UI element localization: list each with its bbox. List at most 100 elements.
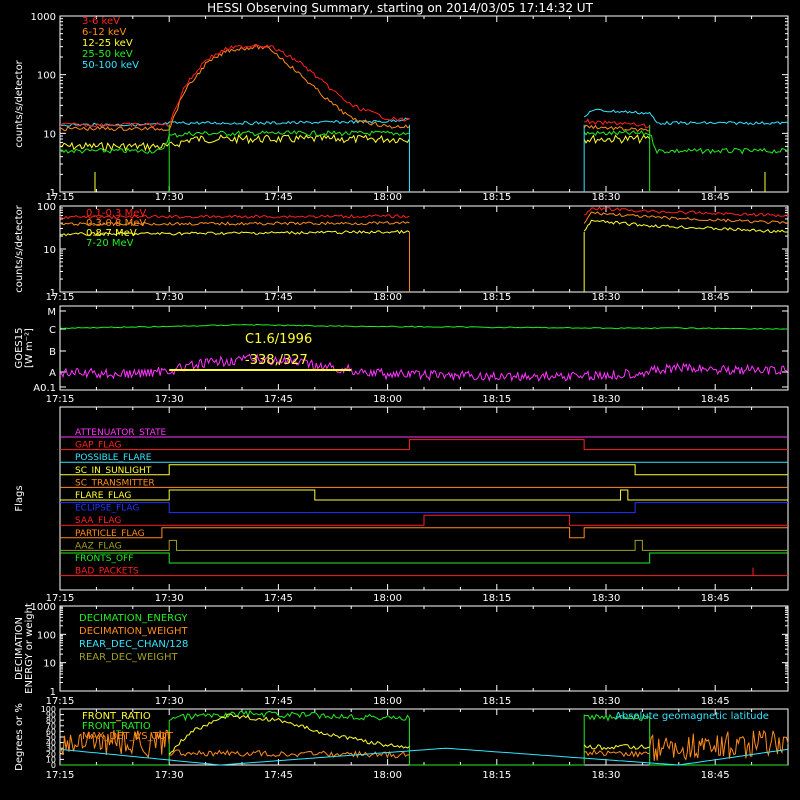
max-det-line <box>584 748 650 758</box>
y-tick-label: 10 <box>43 245 56 256</box>
high-energy-line-0 <box>584 206 789 218</box>
ratio-tick-label: 90 <box>46 711 56 720</box>
time-tick-label: 17:45 <box>264 192 293 203</box>
y-tick-label: 1 <box>50 687 56 698</box>
goes-long-line <box>59 323 788 330</box>
time-tick-label: 17:30 <box>155 593 184 604</box>
time-tick-label: 17:45 <box>264 593 293 604</box>
time-tick-label: 18:30 <box>592 696 621 707</box>
max-det-line <box>169 749 410 759</box>
flag-label-particle_flag: PARTICLE_FLAG <box>75 529 145 539</box>
legend-rates-4: 50-100 keV <box>82 60 139 71</box>
legend-geomag: Absolute geomagnetic latitude <box>615 711 769 722</box>
ylabel-rates: counts/s/detector <box>14 59 25 147</box>
legend-high-energy-3: 7-20 MeV <box>86 238 134 249</box>
flag-line-sc_in_sunlight <box>60 464 788 476</box>
legend-rates-3: 25-50 keV <box>82 49 133 60</box>
front-ratio-green <box>408 718 585 766</box>
ratio-tick-label: 50 <box>46 733 56 742</box>
rate-line-1 <box>59 44 410 132</box>
goes-tick-label: M <box>47 307 56 318</box>
time-tick-label: 18:15 <box>482 770 511 781</box>
time-tick-label: 18:00 <box>373 696 402 707</box>
time-tick-label: 18:15 <box>482 394 511 405</box>
time-tick-label: 18:15 <box>482 593 511 604</box>
flag-label-bad_packets: BAD_PACKETS <box>75 567 139 577</box>
ratio-tick-label: 70 <box>46 722 56 731</box>
rate-line-3 <box>59 130 410 154</box>
ratio-tick-label: 60 <box>46 727 56 736</box>
time-tick-label: 18:00 <box>373 292 402 303</box>
y-tick-label: 1000 <box>31 602 56 613</box>
goes-tick-label: A <box>49 368 56 379</box>
legend-rates-2: 12-25 keV <box>82 38 133 49</box>
ratio-tick-label: 40 <box>46 739 56 748</box>
high-energy-line-0 <box>59 214 410 220</box>
high-energy-line-1 <box>59 221 410 227</box>
front-ratio-yellow <box>583 744 650 751</box>
flag-label-eclipse_flag: ECLIPSE_FLAG <box>75 504 139 514</box>
ylabel-goes: GOES15 <box>14 327 25 368</box>
time-tick-label: 18:15 <box>482 292 511 303</box>
flag-line-fronts_off <box>60 552 788 564</box>
rate-line-2 <box>59 133 410 152</box>
time-tick-label: 17:30 <box>155 696 184 707</box>
time-tick-label: 17:45 <box>264 770 293 781</box>
high-energy-line-2 <box>59 229 410 237</box>
goes-tick-label: A0.1 <box>33 383 56 394</box>
legend-decimation-0: DECIMATION_ENERGY <box>79 613 188 624</box>
ratio-tick-label: 80 <box>46 716 56 725</box>
rate-line-0 <box>59 44 410 128</box>
ratio-tick-label: 10 <box>46 755 56 764</box>
ratio-tick-label: 30 <box>46 744 56 753</box>
time-tick-label: 18:00 <box>373 770 402 781</box>
legend-high-energy-0: 0.1-0.3 MeV <box>86 208 146 219</box>
time-tick-label: 18:30 <box>592 593 621 604</box>
time-tick-label: 18:45 <box>701 292 730 303</box>
time-tick-label: 17:15 <box>46 192 75 203</box>
flag-line-saa_flag <box>60 514 788 526</box>
high-energy-line-1 <box>583 211 789 225</box>
time-tick-label: 18:30 <box>592 292 621 303</box>
front-ratio-green <box>583 713 650 764</box>
ylabel-ratios: Degrees or % <box>14 703 25 771</box>
flag-line-particle_flag <box>60 527 788 539</box>
time-tick-label: 18:00 <box>373 394 402 405</box>
time-tick-label: 17:30 <box>155 394 184 405</box>
y-tick-label: 10 <box>43 129 56 140</box>
legend-ratios-2: MAX_DET_VS_TOT <box>82 731 174 742</box>
goes-tick-label: C <box>49 325 56 336</box>
time-tick-label: 18:45 <box>701 696 730 707</box>
rate-line-0 <box>584 118 650 129</box>
flag-label-sc_in_sunlight: SC_IN_SUNLIGHT <box>75 466 152 476</box>
time-tick-label: 17:15 <box>46 770 75 781</box>
legend-ratios-0: FRONT_RATIO <box>82 711 151 722</box>
flag-line-gap_flag <box>60 439 788 451</box>
time-tick-label: 17:15 <box>46 292 75 303</box>
time-tick-label: 17:30 <box>155 292 184 303</box>
time-tick-label: 17:15 <box>46 394 75 405</box>
ylabel-decimation: DECIMATION <box>14 617 25 680</box>
time-tick-label: 17:45 <box>264 394 293 405</box>
legend-rates-0: 3-6 keV <box>82 16 120 27</box>
time-tick-label: 18:45 <box>701 770 730 781</box>
goes-tick-label: B <box>49 347 56 358</box>
time-tick-label: 18:45 <box>701 394 730 405</box>
legend-decimation-1: DECIMATION_WEIGHT <box>79 626 188 637</box>
rate-line-2 <box>583 134 651 145</box>
front-ratio-green <box>649 717 788 766</box>
ratio-tick-label: 100 <box>41 705 56 714</box>
goes-annotation-2: -338,/327 <box>245 353 308 368</box>
ratio-tick-label: 0 <box>51 761 56 770</box>
y-tick-label: 1 <box>50 288 56 299</box>
rate-line-1 <box>583 124 650 133</box>
time-tick-label: 18:00 <box>373 192 402 203</box>
ylabel-flags: Flags <box>14 485 25 511</box>
max-det-line <box>649 729 789 761</box>
time-tick-label: 17:30 <box>155 192 184 203</box>
front-ratio-green <box>168 709 410 763</box>
flag-line-eclipse_flag <box>60 502 788 514</box>
legend-high-energy-2: 0.8-7 MeV <box>86 228 137 239</box>
